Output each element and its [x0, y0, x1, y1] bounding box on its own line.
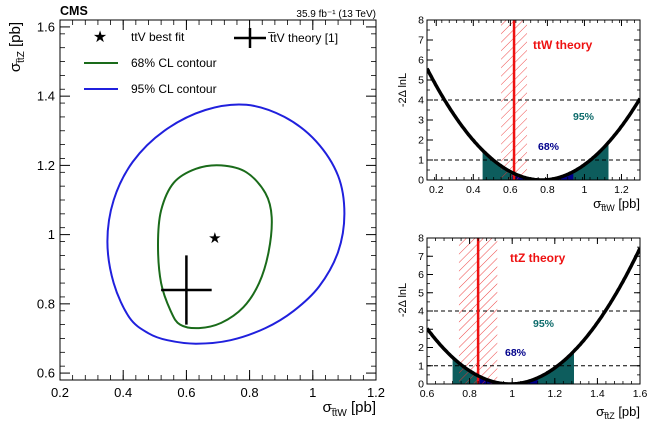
- y-axis-symbol: σ: [7, 62, 24, 72]
- y-tick-label: 4: [418, 95, 424, 107]
- y-tick-label: 1.2: [37, 158, 55, 173]
- legend-entry-68cl: 68% CL contour: [84, 56, 217, 70]
- likelihood-curve: [427, 247, 640, 384]
- legend-entry-95cl: 95% CL contour: [84, 82, 217, 96]
- cl95-label: 95%: [533, 318, 555, 330]
- cl68-label: 68%: [505, 347, 527, 359]
- y-tick-label: 1: [418, 360, 424, 372]
- cl95-contour: [106, 103, 346, 345]
- legend-entry-theory: t̅tV theory [1]: [234, 28, 338, 48]
- x-tick-label: 0.4: [466, 184, 481, 196]
- legend-label: 95% CL contour: [131, 82, 217, 96]
- y-tick-label: 8: [418, 233, 424, 245]
- y-tick-label: 1.6: [37, 19, 55, 34]
- y-tick-label: 0: [418, 379, 424, 391]
- x-tick-label: 1: [582, 184, 588, 196]
- y-tick-label: 0.6: [37, 366, 55, 381]
- x-tick-label: 0.2: [51, 385, 69, 400]
- x-tick-label: 0.4: [114, 385, 132, 400]
- x-tick-label: 0.6: [177, 385, 195, 400]
- y-axis-unit: [pb]: [7, 22, 24, 51]
- y-axis-subscript: t̅tZ: [15, 51, 27, 64]
- y-tick-label: 7: [418, 251, 424, 263]
- svg-text:-2Δ lnL: -2Δ lnL: [397, 283, 409, 317]
- y-tick-label: 6: [418, 55, 424, 67]
- x-axis-subscript: t̅tW: [330, 407, 347, 419]
- y-tick-label: 1: [48, 227, 55, 242]
- cross-marker-icon: [234, 28, 266, 48]
- x-tick-label: 0.6: [420, 388, 435, 400]
- y-tick-label: 3: [418, 115, 424, 127]
- y-axis-title: σt̅tZ [pb]: [7, 22, 27, 72]
- experiment-label: CMS: [60, 4, 88, 18]
- y-tick-label: 7: [418, 35, 424, 47]
- ttz-likelihood-panel: 0.6 0.8 1 1.2 1.4 1.6 0 1 2 3 4 5 6 7 8 ttZ theory 68%…: [397, 233, 647, 421]
- star-marker-icon: ★: [93, 29, 107, 46]
- svg-text:-2Δ lnL: -2Δ lnL: [397, 73, 409, 107]
- x-tick-label: 0.2: [429, 184, 444, 196]
- x-tick-label: 1.6: [633, 388, 648, 400]
- y-tick-label: 1: [418, 155, 424, 167]
- main-contour-panel: 0.2 0.4 0.6 0.8 1 1.2 0.6 0.8 1 1.2 1.4 1.6 ★ CMS 35…: [7, 4, 385, 419]
- y-tick-label: 2: [418, 342, 424, 354]
- x-tick-label: 1.2: [547, 388, 562, 400]
- y-tick-label: 6: [418, 269, 424, 281]
- x-tick-label: 0.8: [540, 184, 555, 196]
- lumi-label: 35.9 fb⁻¹ (13 TeV): [296, 9, 376, 20]
- svg-text:σt̅tW [pb]: σt̅tW [pb]: [593, 196, 640, 213]
- y-tick-label: 8: [418, 15, 424, 27]
- theory-label: ttZ theory: [510, 251, 566, 265]
- legend-label: t̅tV theory [1]: [268, 31, 339, 45]
- best-fit-star: ★: [208, 230, 221, 247]
- y-tick-label: 5: [418, 287, 424, 299]
- x-tick-label: 1: [509, 388, 515, 400]
- scan-content: [427, 20, 640, 180]
- plot-frame: [59, 19, 377, 381]
- main-plot-area: 0.2 0.4 0.6 0.8 1 1.2 0.6 0.8 1 1.2 1.4 1.6 ★: [37, 19, 385, 400]
- likelihood-curve: [427, 67, 640, 180]
- cl95-label: 95%: [573, 111, 595, 123]
- x-axis-unit: [pb]: [347, 399, 376, 416]
- x-tick-label: 1: [309, 385, 316, 400]
- y-axis-title: -2Δ lnL: [397, 73, 409, 107]
- x-axis-symbol: σ: [323, 399, 333, 416]
- ttw-plot-area: 0.2 0.4 0.6 0.8 1 1.2 0 1 2 3 4 5 6 7 8: [418, 15, 641, 196]
- x-tick-label: 0.8: [462, 388, 477, 400]
- y-tick-label: 5: [418, 75, 424, 87]
- x-axis-title: σt̅tZ [pb]: [596, 404, 640, 421]
- y-axis-title: -2Δ lnL: [397, 283, 409, 317]
- svg-text:σt̅tZ [pb]: σt̅tZ [pb]: [596, 404, 640, 421]
- svg-text:σt̅tW [pb]: σt̅tW [pb]: [323, 399, 376, 419]
- cl68-label: 68%: [538, 141, 560, 153]
- legend-label: 68% CL contour: [131, 56, 217, 70]
- y-tick-label: 3: [418, 324, 424, 336]
- ttw-likelihood-panel: 0.2 0.4 0.6 0.8 1 1.2 0 1 2 3 4 5 6 7 8 ttW theory 68%…: [397, 15, 641, 213]
- y-tick-label: 4: [418, 306, 424, 318]
- x-tick-label: 1.2: [367, 385, 385, 400]
- svg-text:σt̅tZ [pb]: σt̅tZ [pb]: [7, 22, 27, 72]
- y-tick-label: 0: [418, 175, 424, 187]
- x-tick-label: 1.2: [614, 184, 629, 196]
- legend-label: ttV best fit: [131, 30, 185, 44]
- x-tick-label: 0.6: [503, 184, 518, 196]
- y-tick-label: 1.4: [37, 89, 55, 104]
- x-axis-title: σt̅tW [pb]: [593, 196, 640, 213]
- x-tick-label: 1.4: [590, 388, 605, 400]
- cl68-contour: [156, 164, 273, 330]
- x-axis-title: σt̅tW [pb]: [323, 399, 376, 419]
- x-tick-label: 0.8: [241, 385, 259, 400]
- y-tick-label: 0.8: [37, 296, 55, 311]
- y-tick-label: 2: [418, 135, 424, 147]
- legend: ★ ttV best fit t̅tV theory [1] 68% CL co…: [84, 28, 338, 96]
- scan-content: [427, 238, 640, 384]
- theory-label: ttW theory: [533, 38, 593, 52]
- legend-entry-best-fit: ★ ttV best fit: [93, 29, 185, 46]
- ttz-plot-area: 0.6 0.8 1 1.2 1.4 1.6 0 1 2 3 4 5 6 7 8: [418, 233, 647, 400]
